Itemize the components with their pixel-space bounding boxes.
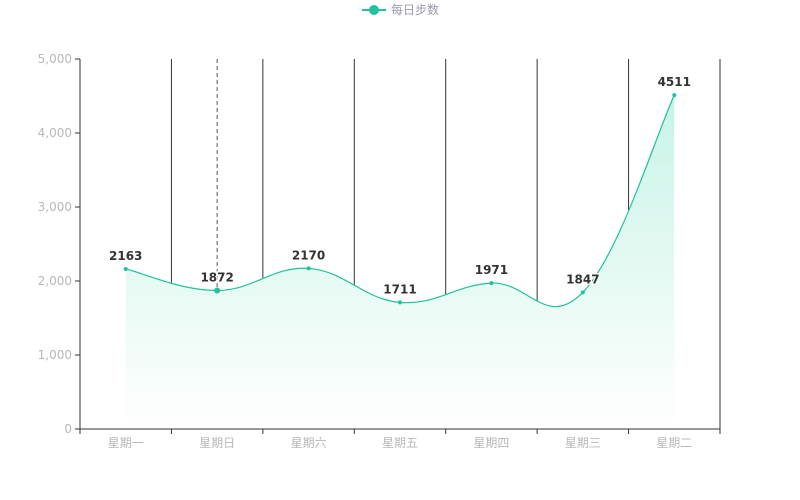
- data-label: 1971: [475, 263, 508, 277]
- x-tick-label: 星期六: [291, 436, 327, 450]
- series-line: [125, 94, 675, 308]
- data-label: 1847: [566, 272, 599, 286]
- data-point: [672, 93, 677, 98]
- y-tick-label: 3,000: [38, 200, 72, 214]
- legend-label: 每日步数: [391, 2, 439, 17]
- x-tick-label: 星期五: [382, 436, 418, 450]
- area-layer: [125, 95, 675, 429]
- data-point: [580, 290, 585, 295]
- y-tick-label: 0: [64, 422, 72, 436]
- data-point: [489, 281, 494, 286]
- axes: 0 1,000 2,000 3,000 4,000 5,000 星期一 星期日 星期六 星期五 星期…: [38, 52, 721, 450]
- data-label: 2170: [292, 248, 325, 262]
- data-point: [398, 300, 402, 305]
- y-tick-label: 4,000: [38, 126, 72, 140]
- data-point: [214, 287, 221, 294]
- y-tick-label: 2,000: [38, 274, 72, 288]
- point-layer: [123, 93, 677, 305]
- legend-marker-icon: [369, 5, 379, 15]
- data-label: 1711: [383, 282, 416, 296]
- y-tick-label: 1,000: [38, 348, 72, 362]
- x-tick-label: 星期四: [473, 436, 509, 450]
- data-label-layer: 2163 1872 2170 1711 1971 1847 4511: [108, 74, 692, 298]
- line-layer: [125, 94, 675, 308]
- data-label: 1872: [200, 270, 233, 284]
- data-point: [306, 266, 311, 271]
- x-tick-label: 星期一: [108, 436, 144, 450]
- x-tick-label: 星期三: [565, 436, 601, 450]
- x-tick-label: 星期二: [656, 436, 692, 450]
- legend[interactable]: 每日步数: [362, 2, 439, 17]
- series-area: [125, 95, 675, 429]
- y-tick-label: 5,000: [38, 52, 72, 66]
- data-point: [123, 266, 128, 271]
- data-label: 4511: [658, 75, 691, 89]
- x-tick-label: 星期日: [199, 436, 235, 450]
- data-label: 2163: [109, 249, 142, 263]
